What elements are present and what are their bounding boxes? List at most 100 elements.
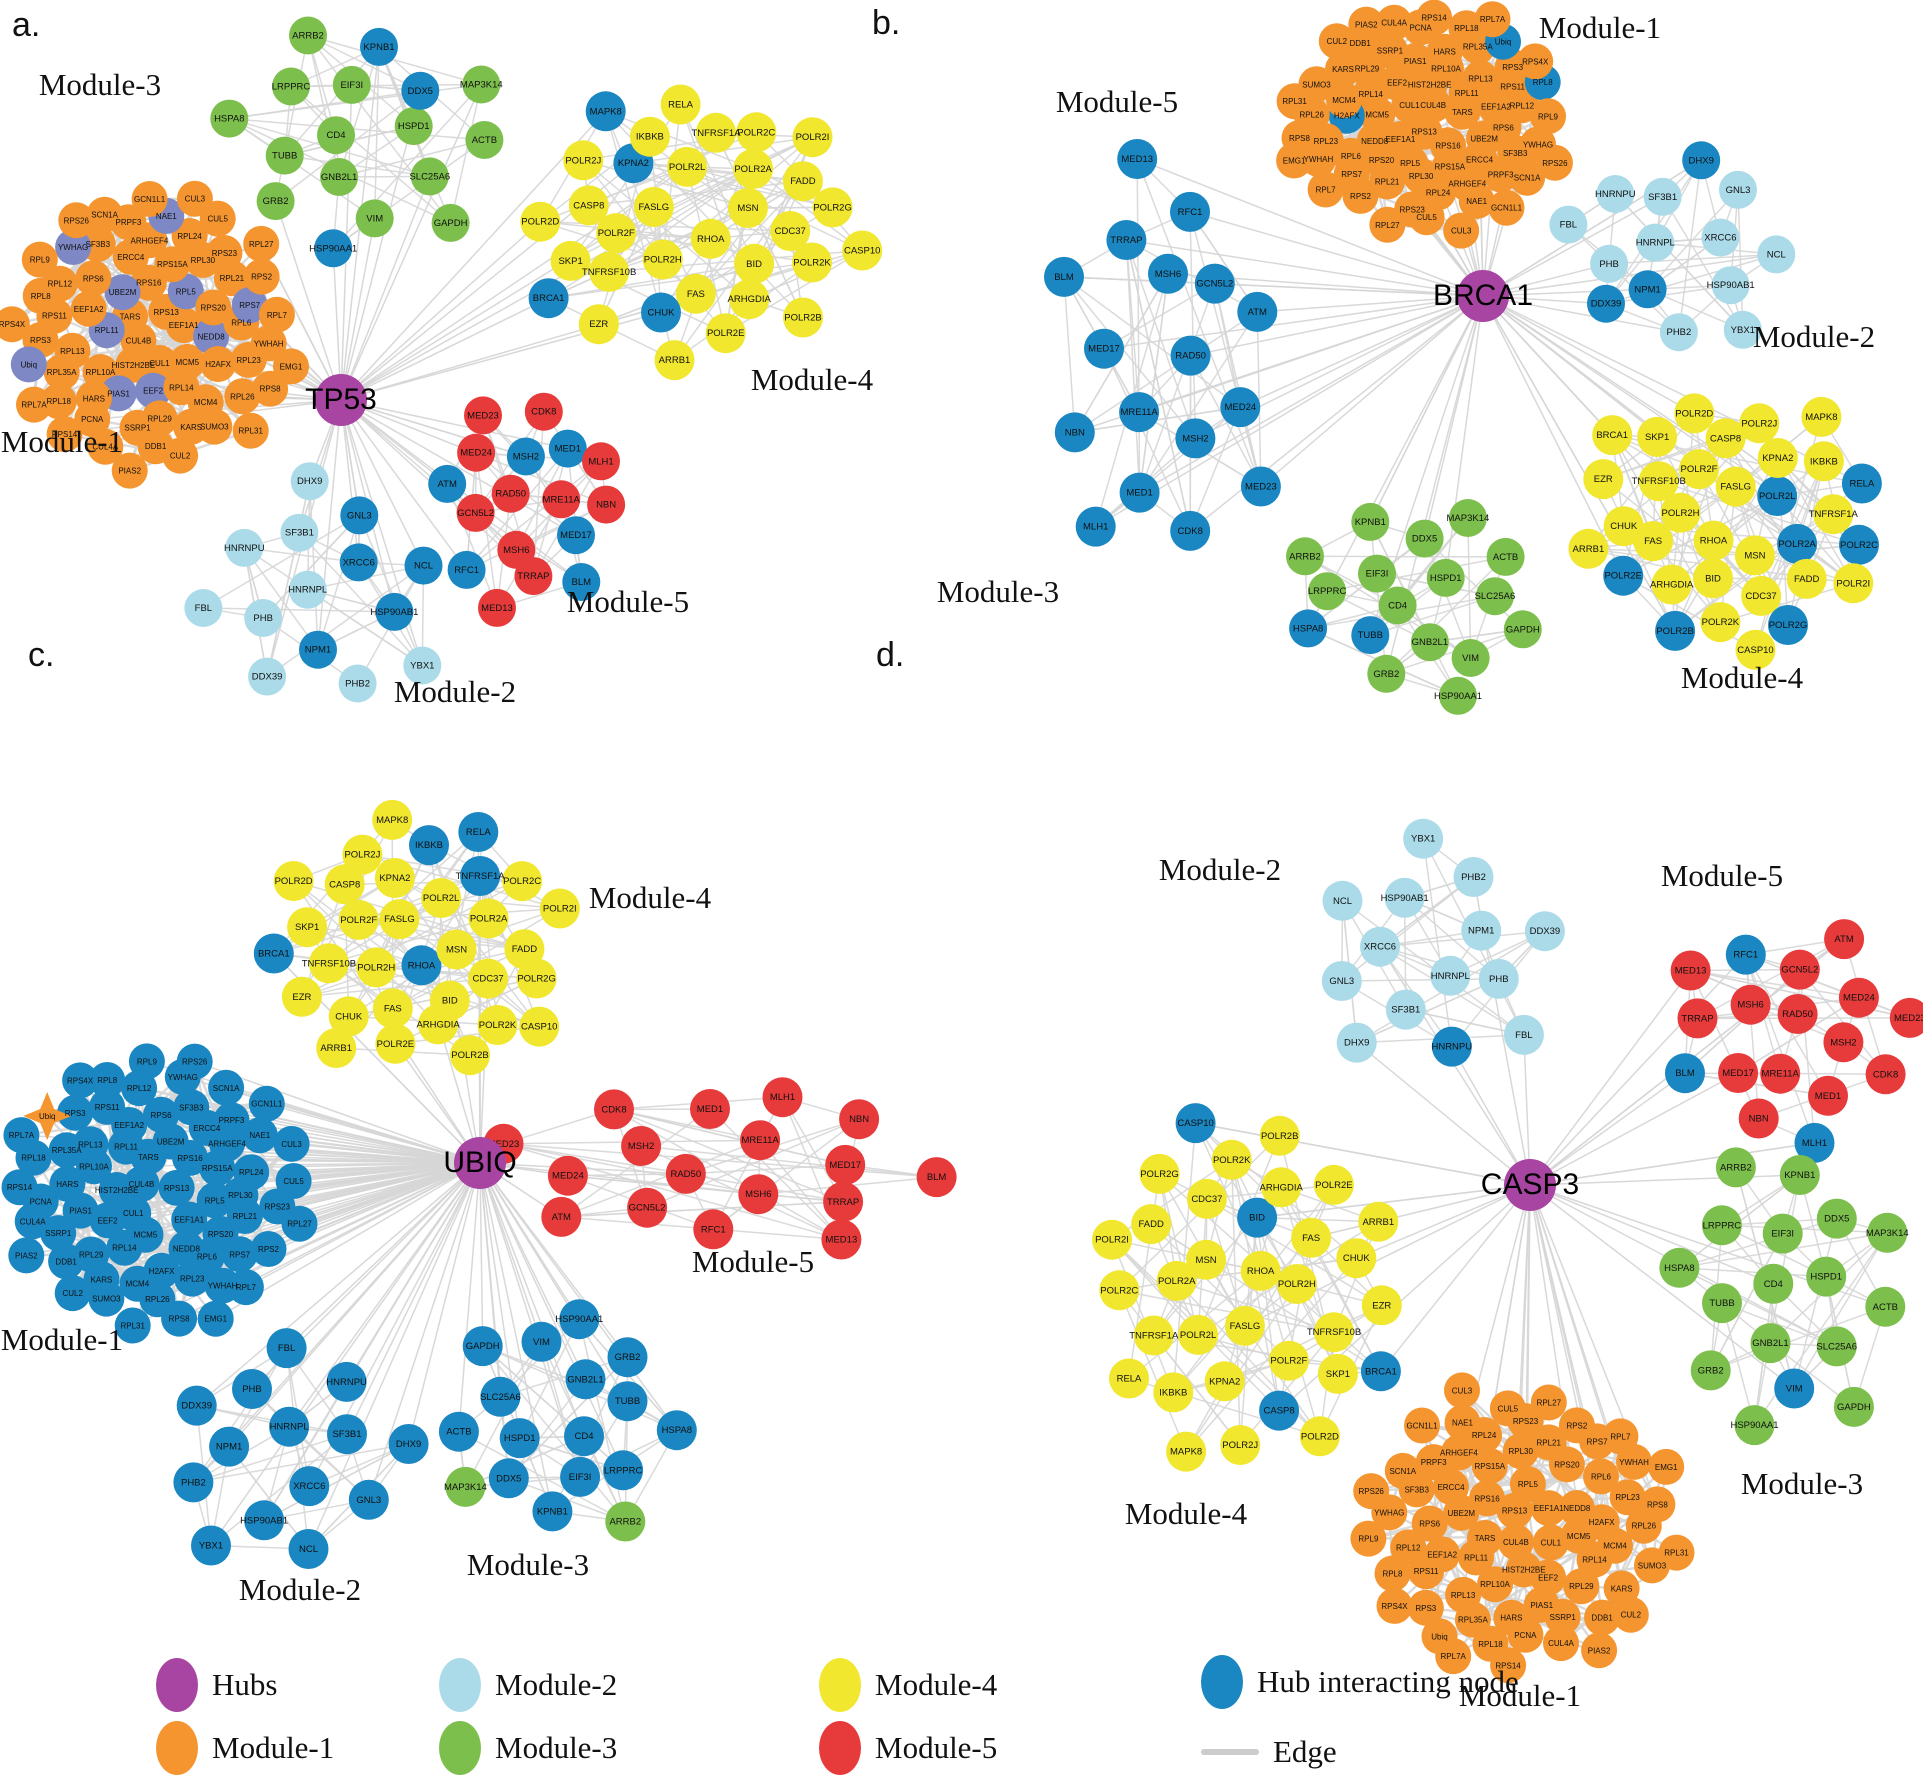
hub-edge xyxy=(340,399,468,571)
hub-edge xyxy=(1195,1122,1531,1186)
gene-label: HSP90AB1 xyxy=(240,1515,288,1526)
gene-label: RPL24 xyxy=(1472,1431,1497,1440)
edge xyxy=(503,1143,686,1175)
gene-label: FAS xyxy=(1302,1233,1320,1244)
gene-node xyxy=(281,976,322,1017)
gene-label: EZR xyxy=(589,319,608,330)
gene-node xyxy=(1259,1115,1300,1156)
gene-node xyxy=(174,1260,211,1297)
gene-node xyxy=(8,1237,45,1274)
gene-label: BLM xyxy=(1675,1068,1695,1079)
gene-node xyxy=(1693,558,1733,599)
edge xyxy=(301,977,489,998)
edge xyxy=(508,1378,587,1479)
gene-label: PHB xyxy=(1599,259,1619,270)
gene-label: GNL3 xyxy=(1329,976,1354,987)
gene-node xyxy=(1336,1238,1377,1279)
gene-node xyxy=(1416,0,1453,36)
edge xyxy=(759,1139,842,1240)
gene-label: RELA xyxy=(466,827,491,838)
gene-label: CASP8 xyxy=(573,200,604,211)
gene-node xyxy=(1612,1596,1649,1633)
gene-label: CD4 xyxy=(1388,601,1407,612)
gene-label: NEDD8 xyxy=(173,1245,201,1254)
gene-label: BID xyxy=(746,259,762,270)
gene-label: EIF3I xyxy=(1366,569,1389,580)
hub-edge xyxy=(1482,295,1680,333)
gene-label: XRCC6 xyxy=(1364,942,1396,953)
gene-label: EZR xyxy=(292,992,311,1003)
gene-node xyxy=(1816,1198,1857,1239)
gene-label: CUL4B xyxy=(126,337,152,346)
gene-node xyxy=(273,1125,310,1162)
gene-node xyxy=(462,65,501,104)
gene-label: NCL xyxy=(1767,249,1786,260)
module-label: Module-1 xyxy=(1,424,123,459)
gene-label: RPL29 xyxy=(79,1251,104,1260)
gene-node xyxy=(1276,1264,1317,1304)
gene-label: CUL2 xyxy=(1327,37,1348,46)
gene-label: CUL3 xyxy=(1452,1386,1473,1395)
gene-node xyxy=(1376,4,1413,41)
hub-edge xyxy=(1529,1184,1795,1390)
gene-label: POLR2G xyxy=(1140,1169,1179,1180)
hub-edge xyxy=(340,221,541,401)
edge xyxy=(1103,282,1216,350)
edge xyxy=(1467,517,1472,659)
gene-node xyxy=(209,1426,250,1467)
gene-label: LRPPRC xyxy=(272,82,311,93)
gene-label: SF3B3 xyxy=(179,1103,204,1112)
gene-label: RPL18 xyxy=(46,397,71,406)
gene-label: ERCC4 xyxy=(117,253,145,262)
gene-label: TARS xyxy=(120,312,141,321)
gene-label: HSPA8 xyxy=(214,114,244,125)
gene-label: POLR2B xyxy=(784,313,822,324)
gene-node xyxy=(1220,1425,1261,1465)
gene-node xyxy=(1739,403,1780,444)
gene-label: POLR2A xyxy=(1158,1276,1196,1287)
gene-label: TNFRSF10B xyxy=(582,267,636,278)
gene-node xyxy=(1084,328,1124,369)
gene-label: PCNA xyxy=(81,415,104,424)
gene-node xyxy=(665,1153,706,1194)
gene-label: SLC25A6 xyxy=(1475,591,1516,602)
gene-node xyxy=(1592,415,1633,456)
gene-label: POLR2G xyxy=(517,974,556,985)
edge xyxy=(193,1433,348,1484)
gene-node xyxy=(1581,1632,1618,1669)
gene-node xyxy=(1384,877,1425,918)
gene-label: ACTB xyxy=(446,1427,471,1438)
gene-node xyxy=(1803,441,1844,482)
gene-label: POLR2D xyxy=(1675,408,1713,419)
hub-node xyxy=(315,374,367,426)
gene-node xyxy=(1637,416,1678,457)
gene-label: GCN5L2 xyxy=(1781,965,1818,976)
gene-label: RPL29 xyxy=(147,414,172,423)
gene-node xyxy=(403,646,442,685)
gene-node xyxy=(1806,1256,1847,1297)
gene-label: FADD xyxy=(1794,574,1819,585)
gene-node xyxy=(1194,263,1235,304)
gene-label: RPL10A xyxy=(1431,65,1461,74)
gene-label: NPM1 xyxy=(216,1442,242,1453)
gene-label: MLH1 xyxy=(588,456,613,467)
edge xyxy=(1341,978,1499,982)
gene-node xyxy=(1655,610,1696,651)
edge xyxy=(307,34,421,92)
gene-label: RPS4X xyxy=(0,320,26,329)
gene-node xyxy=(565,1359,606,1400)
gene-node xyxy=(519,1006,560,1047)
gene-label: CDK8 xyxy=(531,407,556,418)
gene-label: NAE1 xyxy=(156,212,177,221)
edge xyxy=(1697,938,1845,1020)
gene-node xyxy=(250,1231,287,1267)
gene-label: TUBB xyxy=(272,151,297,162)
gene-label: BID xyxy=(1249,1213,1265,1224)
hub-edge xyxy=(1139,295,1484,494)
gene-label: RPS4X xyxy=(67,1076,94,1085)
hub-edge xyxy=(146,1060,481,1164)
gene-label: HNRNPU xyxy=(1431,1042,1472,1053)
gene-node xyxy=(1503,1014,1544,1055)
hub-edge xyxy=(210,1162,481,1546)
